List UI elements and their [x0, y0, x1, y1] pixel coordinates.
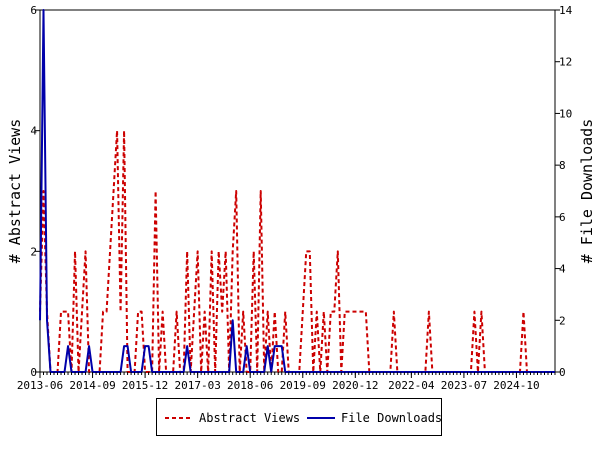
y2-tick-label: 12	[559, 56, 572, 69]
x-tick-label: 2015-12	[122, 379, 168, 392]
series-line-file-downloads	[39, 9, 555, 373]
y-tick-label: 0	[30, 366, 37, 379]
y2-tick-label: 6	[559, 211, 566, 224]
x-tick-label: 2020-12	[332, 379, 378, 392]
y-axis-label: # Abstract Views	[6, 119, 24, 264]
x-tick-label: 2019-09	[280, 379, 326, 392]
x-tick-label: 2014-09	[69, 379, 115, 392]
legend-item-file-downloads: File Downloads	[307, 410, 442, 426]
x-tick-label: 2017-03	[174, 379, 220, 392]
legend-swatch-solid-blue	[307, 417, 335, 419]
y-tick-label: 6	[30, 4, 37, 17]
series-line-abstract-views	[39, 129, 555, 373]
y-tick-label: 4	[30, 125, 37, 138]
y2-axis-label: # File Downloads	[578, 119, 596, 264]
x-tick-label: 2018-06	[227, 379, 273, 392]
legend-label-abstract-views: Abstract Views	[199, 411, 301, 425]
y2-tick-label: 14	[559, 4, 573, 17]
x-tick-label: 2024-10	[493, 379, 539, 392]
y-tick-label: 2	[30, 245, 37, 258]
y2-tick-label: 10	[559, 107, 572, 120]
x-tick-label: 2013-06	[17, 379, 63, 392]
x-tick-label: 2023-07	[441, 379, 487, 392]
y2-tick-label: 4	[559, 263, 566, 276]
y2-tick-label: 2	[559, 314, 566, 327]
legend: Abstract Views File Downloads	[156, 398, 442, 436]
legend-label-file-downloads: File Downloads	[341, 411, 443, 425]
legend-swatch-dashed-red	[165, 417, 193, 419]
x-tick-label: 2022-04	[388, 379, 435, 392]
y2-tick-label: 8	[559, 159, 566, 172]
legend-item-abstract-views: Abstract Views	[165, 410, 300, 426]
y2-tick-label: 0	[559, 366, 566, 379]
